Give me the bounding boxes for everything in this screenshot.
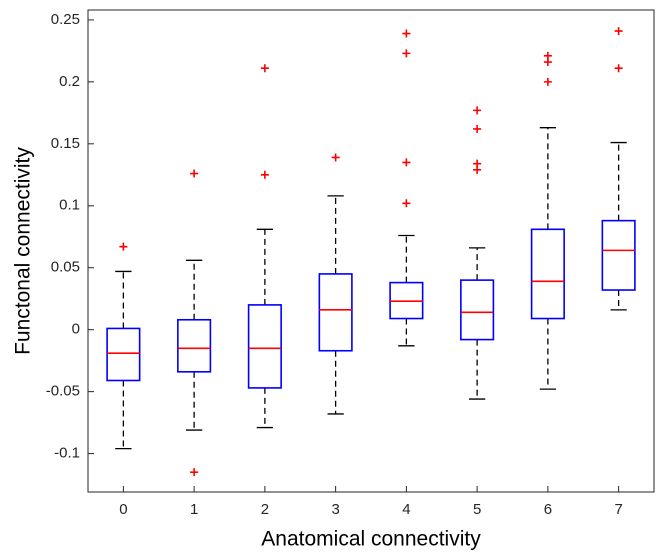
y-tick-label: 0.2	[59, 73, 80, 90]
outlier	[473, 124, 482, 133]
x-tick-label: 6	[544, 501, 552, 518]
outlier	[402, 199, 411, 208]
y-axis-title: Functonal connectivity	[12, 147, 35, 355]
y-tick-label: 0	[72, 321, 80, 338]
box	[530, 228, 565, 320]
plot-frame	[87, 9, 655, 493]
outlier	[260, 170, 269, 179]
outlier	[473, 165, 482, 174]
outlier	[402, 29, 411, 38]
outlier	[260, 64, 269, 73]
x-tick-label: 3	[331, 501, 339, 518]
x-tick-label: 4	[402, 501, 410, 518]
y-tick-label: 0.25	[51, 11, 80, 28]
x-tick-label: 1	[190, 501, 198, 518]
y-tick-label: 0.15	[51, 135, 80, 152]
outlier	[614, 64, 623, 73]
box	[247, 304, 282, 389]
y-tick-label: -0.1	[54, 445, 80, 462]
y-tick-label: 0.1	[59, 197, 80, 214]
x-tick-label: 5	[473, 501, 481, 518]
box	[177, 318, 212, 373]
x-axis-title: Anatomical connectivity	[261, 528, 481, 551]
outlier	[543, 58, 552, 67]
outlier	[473, 106, 482, 115]
y-tick-label: -0.05	[46, 383, 80, 400]
outlier	[331, 153, 340, 162]
outlier	[402, 158, 411, 167]
box	[318, 273, 353, 352]
outlier	[614, 27, 623, 36]
box	[460, 279, 495, 341]
x-tick-label: 7	[614, 501, 622, 518]
outlier	[402, 49, 411, 58]
box	[601, 219, 636, 291]
box	[106, 327, 141, 382]
outlier	[190, 169, 199, 178]
outlier	[119, 242, 128, 251]
outlier	[190, 468, 199, 477]
x-tick-label: 0	[119, 501, 127, 518]
outlier	[543, 77, 552, 86]
x-tick-label: 2	[261, 501, 269, 518]
y-tick-label: 0.05	[51, 259, 80, 276]
